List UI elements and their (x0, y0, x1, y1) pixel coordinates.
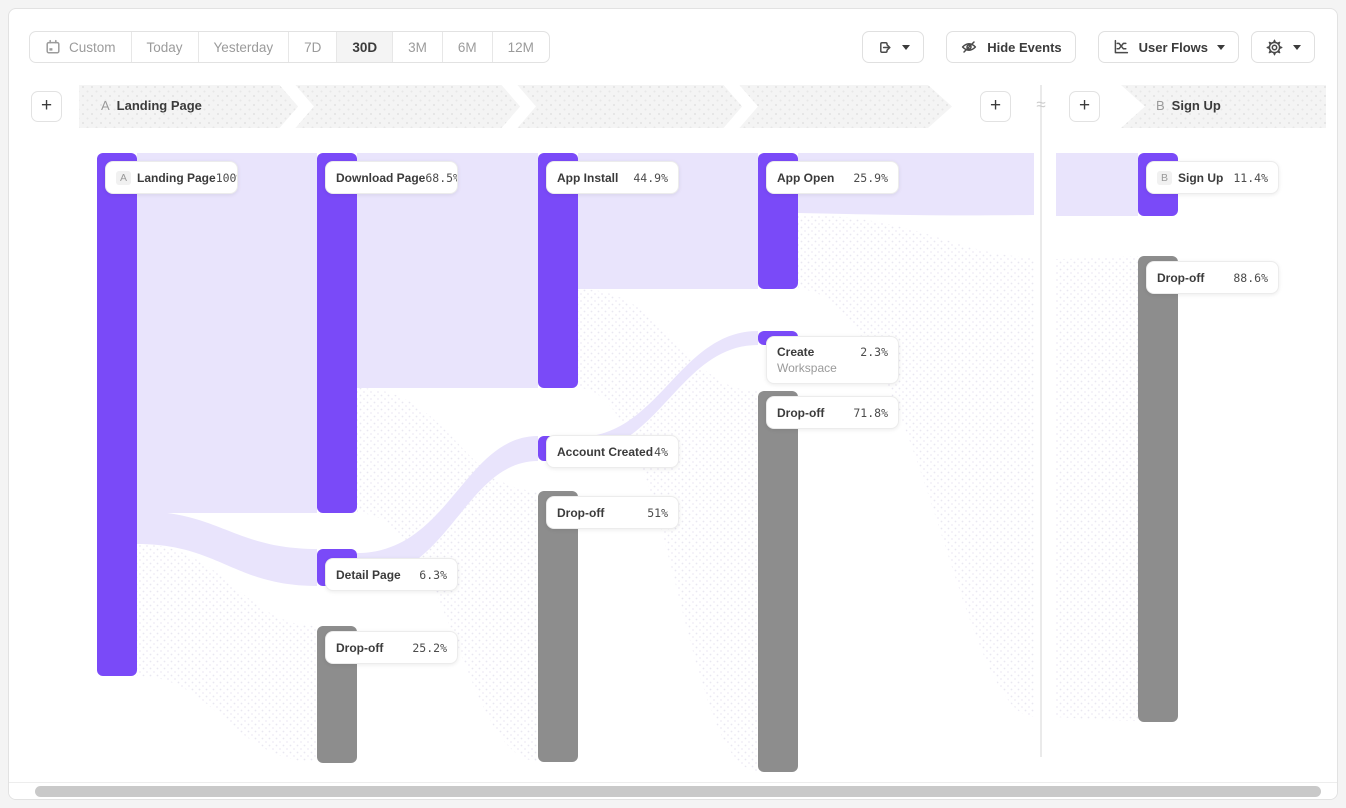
date-range-3m[interactable]: 3M (392, 32, 442, 62)
add-step-button-left[interactable]: + (31, 91, 62, 122)
node-pct: 11.4% (1233, 170, 1268, 185)
date-range-7d[interactable]: 7D (288, 32, 336, 62)
date-range-label: Custom (69, 39, 116, 55)
flow-appopen-to-section-b-dropoff (798, 215, 1034, 717)
hide-events-button[interactable]: Hide Events (946, 31, 1076, 63)
bar-dropoff-88[interactable] (1138, 256, 1178, 722)
node-name-line2: Workspace (777, 361, 837, 375)
date-range-yesterday[interactable]: Yesterday (197, 32, 289, 62)
node-pct: 4% (654, 444, 668, 459)
flow-section-b-to-signup (1056, 153, 1138, 216)
step-b-letter: B (1156, 98, 1165, 113)
node-pct: 2.3% (860, 345, 888, 359)
funnel-step-banner (79, 85, 1326, 128)
section-divider (1040, 85, 1042, 757)
flow-detail-to-account (357, 436, 538, 581)
node-label-detail-page[interactable]: Detail Page 6.3% (325, 558, 458, 591)
toolbar-right: Hide Events User Flows (862, 31, 1315, 63)
step-a-letter: A (101, 98, 110, 113)
step-b-label: Sign Up (1171, 98, 1221, 113)
settings-button[interactable] (1251, 31, 1315, 63)
chevron-down-icon (902, 44, 911, 50)
gear-icon (1266, 39, 1283, 55)
bar-landing-page[interactable] (97, 153, 137, 676)
chevron-down-icon (1217, 44, 1225, 50)
node-pct: 25.2% (412, 640, 447, 655)
node-label-app-open[interactable]: App Open 25.9% (766, 161, 899, 194)
node-label-dropoff-88[interactable]: Drop-off 88.6% (1146, 261, 1279, 294)
flows-chart-icon (1114, 39, 1128, 54)
flow-download-to-install (357, 153, 538, 388)
node-pct: 6.3% (419, 567, 447, 582)
add-step-button-middle[interactable]: + (980, 91, 1011, 122)
step-a-header[interactable]: A Landing Page (101, 98, 202, 113)
export-icon (880, 41, 891, 53)
export-button[interactable] (862, 31, 925, 63)
step-a-label: Landing Page (116, 98, 202, 113)
scrollbar-thumb[interactable] (35, 786, 1321, 797)
calendar-icon (46, 39, 60, 54)
flow-landing-to-detail (137, 511, 317, 586)
eye-off-icon (962, 41, 977, 53)
horizontal-scrollbar[interactable] (9, 782, 1337, 799)
node-label-account-created[interactable]: Account Created 4% (546, 435, 679, 468)
flow-install-to-dropoff (578, 289, 758, 771)
date-range-6m[interactable]: 6M (441, 32, 492, 62)
flow-landing-to-download (137, 153, 317, 513)
bar-dropoff-71[interactable] (758, 391, 798, 772)
bar-app-install[interactable] (538, 153, 578, 388)
approx-symbol: ≈ (1036, 95, 1046, 114)
view-selector-label: User Flows (1138, 39, 1208, 55)
node-label-app-install[interactable]: App Install 44.9% (546, 161, 679, 194)
node-pct: 100% (215, 170, 237, 185)
step-b-header[interactable]: B Sign Up (1156, 98, 1221, 113)
node-label-dropoff-25[interactable]: Drop-off 25.2% (325, 631, 458, 664)
node-pct: 25.9% (853, 170, 888, 185)
bar-download-page[interactable] (317, 153, 357, 513)
view-selector-user-flows[interactable]: User Flows (1097, 31, 1239, 63)
hide-events-label: Hide Events (987, 39, 1062, 55)
node-pct: 68.5% (425, 170, 458, 185)
date-range-today[interactable]: Today (130, 32, 198, 62)
node-label-dropoff-71[interactable]: Drop-off 71.8% (766, 396, 899, 429)
date-range-custom[interactable]: Custom (30, 32, 131, 62)
node-pct: 88.6% (1233, 270, 1268, 285)
toolbar: Custom Today Yesterday 7D 30D 3M 6M 12M (29, 31, 1315, 63)
date-range-selector: Custom Today Yesterday 7D 30D 3M 6M 12M (29, 31, 550, 63)
add-step-button-right[interactable]: + (1069, 91, 1100, 122)
node-label-sign-up[interactable]: B Sign Up 11.4% (1146, 161, 1279, 194)
step-badge-a: A (116, 170, 132, 185)
date-range-12m[interactable]: 12M (491, 32, 549, 62)
node-pct: 51% (647, 505, 668, 520)
node-pct: 71.8% (853, 405, 888, 420)
node-label-dropoff-51[interactable]: Drop-off 51% (546, 496, 679, 529)
step-badge-b: B (1157, 170, 1173, 185)
node-label-download-page[interactable]: Download Page 68.5% (325, 161, 458, 194)
node-pct: 44.9% (633, 170, 668, 185)
flow-landing-to-dropoff (137, 544, 317, 762)
flow-section-b-dropoff (1056, 256, 1138, 721)
user-flows-panel: Custom Today Yesterday 7D 30D 3M 6M 12M (8, 8, 1338, 800)
date-range-30d[interactable]: 30D (336, 32, 393, 62)
chevron-down-icon (1293, 44, 1301, 50)
node-label-create-workspace[interactable]: Create 2.3% Workspace (766, 336, 899, 384)
flow-account-to-createworkspace (578, 331, 758, 453)
bar-dropoff-51[interactable] (538, 491, 578, 762)
